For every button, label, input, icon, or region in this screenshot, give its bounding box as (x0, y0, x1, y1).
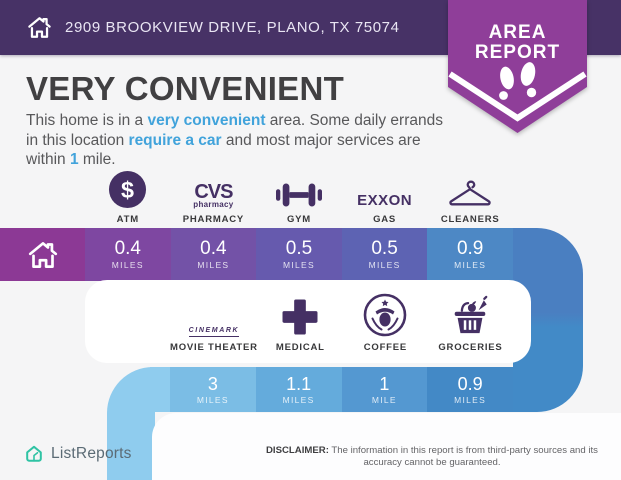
area-report-badge: AREA REPORT (448, 0, 587, 134)
cvs-pharmacy-logo: CVS pharmacy (193, 163, 233, 209)
body-text: and most major services are within (26, 131, 421, 169)
body-text: area. Some daily errands in this locatio… (26, 112, 443, 149)
footer-card (152, 413, 621, 480)
home-icon (28, 241, 57, 268)
exxon-logo: EXXON (357, 163, 412, 209)
distance-value: 1.1 (286, 373, 312, 394)
grocery-basket-icon (449, 287, 491, 337)
amenity-coffee: COFFEE (343, 287, 428, 353)
distance-segment-coffee: 1 MILE (341, 367, 428, 412)
distance-segment-atm: 0.4 MILES (85, 228, 171, 281)
distance-value: 1 (379, 373, 390, 394)
brand-name: ListReports (51, 445, 132, 462)
distance-value: 0.9 (456, 238, 484, 259)
amenity-movie-theater: CINEMARK MOVIE THEATER (170, 287, 258, 353)
atm-icon: $ (108, 163, 147, 209)
distance-value: 3 (207, 373, 218, 394)
hanger-icon (447, 163, 493, 209)
disclaimer-label: DISCLAIMER: (266, 445, 329, 456)
amenities-row1: $ ATM CVS pharmacy PHARMACY (85, 163, 513, 225)
amenity-label: MOVIE THEATER (170, 342, 258, 353)
distance-value: 0.4 (200, 238, 227, 259)
cinemark-logo: CINEMARK (188, 287, 240, 337)
badge-line1: AREA (489, 22, 547, 43)
distance-segment-gas: 0.5 MILES (341, 228, 428, 281)
body-text: mile. (78, 151, 116, 168)
property-address: 2909 BROOKVIEW DRIVE, PLANO, TX 75074 (65, 19, 400, 36)
distance-value: 0.5 (285, 238, 313, 259)
amenities-row2: CINEMARK MOVIE THEATER MEDICAL (170, 287, 513, 353)
listreports-logo: ListReports (24, 444, 132, 464)
amenity-label: CLEANERS (440, 214, 500, 225)
dollar-sign: $ (121, 177, 134, 203)
distance-band-row1: 0.4 MILES 0.4 MILES 0.5 MILES 0.5 MILES … (0, 228, 513, 281)
amenity-label: PHARMACY (182, 214, 245, 225)
distance-segment-medical: 1.1 MILES (255, 367, 342, 412)
home-icon (28, 17, 51, 38)
amenity-atm: $ ATM (85, 163, 171, 225)
highlight-text: require a car (128, 131, 222, 149)
distance-band-row2: 3 MILES 1.1 MILES 1 MILE 0.9 MILES (170, 367, 513, 412)
home-segment (0, 228, 85, 281)
summary-text: This home is in a very convenient area. … (26, 111, 458, 170)
band-left-tail (107, 367, 155, 480)
distance-segment-pharmacy: 0.4 MILES (170, 228, 257, 281)
distance-unit: MILES (196, 394, 229, 405)
exxon-logo-text: EXXON (357, 192, 413, 209)
amenity-label: GAS (373, 214, 397, 225)
distance-segment-cleaners: 0.9 MILES (427, 228, 513, 281)
distance-unit: MILES (282, 260, 315, 270)
distance-value: 0.9 (457, 373, 483, 394)
amenity-cleaners: CLEANERS (427, 163, 513, 225)
badge-chevron-stripe (448, 71, 587, 122)
badge-line2: REPORT (475, 42, 560, 63)
badge-ribbon-shape (448, 0, 587, 133)
distance-value: 0.4 (114, 238, 141, 259)
amenity-groceries: GROCERIES (428, 287, 513, 353)
amenity-gas: EXXON GAS (342, 163, 428, 225)
distance-unit: MILES (368, 260, 401, 270)
page-title: VERY CONVENIENT (26, 70, 345, 107)
medical-cross-icon (280, 287, 320, 337)
distance-segment-groceries: 0.9 MILES (427, 367, 513, 412)
distance-value: 0.5 (371, 238, 398, 259)
distance-segment-movie-theater: 3 MILES (170, 367, 256, 412)
amenity-pharmacy: CVS pharmacy PHARMACY (171, 163, 257, 225)
distance-unit: MILES (282, 394, 315, 405)
amenity-gym: GYM (256, 163, 342, 225)
disclaimer-body: The information in this report is from t… (328, 445, 598, 468)
distance-unit: MILES (454, 394, 487, 405)
distance-unit: MILES (111, 260, 144, 270)
highlight-text: very convenient (147, 112, 266, 129)
band-left-tail-connector (150, 367, 172, 412)
amenity-label: ATM (116, 214, 139, 225)
dumbbell-icon (275, 163, 322, 209)
starbucks-logo (363, 287, 407, 337)
distance-segment-gym: 0.5 MILES (256, 228, 342, 281)
distance-unit: MILES (197, 260, 230, 270)
cvs-logo-subtext: pharmacy (193, 200, 234, 209)
amenity-label: GYM (286, 214, 311, 225)
distance-unit: MILES (454, 260, 487, 270)
listreports-house-icon (26, 445, 42, 462)
disclaimer-text: DISCLAIMER: The information in this repo… (262, 445, 602, 469)
footprints-icon (499, 62, 537, 100)
cinemark-logo-text: CINEMARK (188, 327, 240, 337)
amenity-label: MEDICAL (275, 342, 325, 353)
cvs-logo-text: CVS (194, 181, 233, 203)
distance-unit: MILE (371, 394, 397, 405)
highlight-text: 1 (69, 151, 79, 168)
body-text: This home is in a (26, 112, 148, 129)
amenity-label: COFFEE (363, 342, 408, 353)
amenity-medical: MEDICAL (258, 287, 343, 353)
amenity-label: GROCERIES (438, 342, 503, 353)
